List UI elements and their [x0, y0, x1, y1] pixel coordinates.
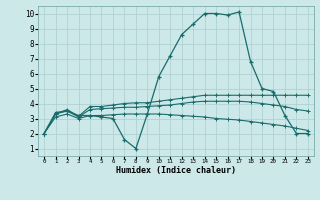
X-axis label: Humidex (Indice chaleur): Humidex (Indice chaleur) — [116, 166, 236, 175]
